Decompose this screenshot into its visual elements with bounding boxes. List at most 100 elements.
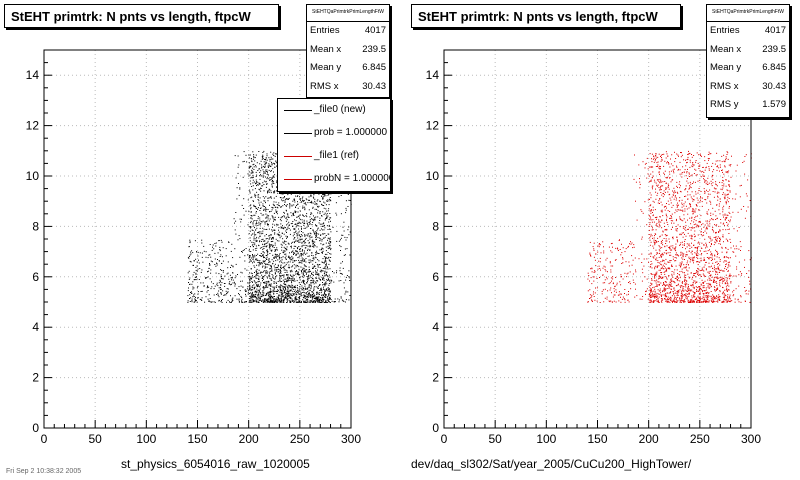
scatter-point [284,257,286,259]
scatter-point [305,253,307,255]
scatter-point [217,259,218,260]
scatter-point [676,230,678,232]
scatter-point [686,280,687,282]
scatter-point [312,239,314,241]
scatter-point [221,241,223,243]
scatter-point [654,181,656,183]
scatter-point [329,198,330,200]
scatter-point [264,200,266,202]
scatter-point [280,270,282,272]
scatter-point [272,215,274,217]
scatter-point [317,274,319,276]
scatter-point [650,264,652,266]
scatter-point [288,217,290,218]
scatter-point [648,234,650,235]
scatter-point [726,171,728,173]
scatter-point [689,181,691,183]
scatter-point [303,280,305,282]
scatter-point [275,255,277,257]
scatter-point [345,207,347,209]
scatter-point [673,288,675,290]
scatter-point [654,217,656,218]
scatter-point [675,158,677,159]
scatter-point [656,284,658,286]
scatter-point [690,196,692,198]
scatter-point [301,292,303,293]
scatter-point [340,239,341,241]
scatter-point [259,235,261,237]
scatter-point [660,185,662,187]
scatter-point [209,264,211,266]
scatter-point [676,191,678,193]
scatter-point [270,241,272,243]
scatter-point [262,157,264,159]
scatter-point [719,238,720,239]
scatter-point [325,273,327,275]
scatter-point [346,275,348,276]
scatter-point [230,267,231,268]
scatter-point [316,230,318,232]
scatter-point [289,302,291,303]
scatter-point [280,293,282,295]
scatter-point [242,250,244,251]
scatter-point [252,281,253,283]
scatter-point [293,264,295,266]
scatter-point [269,204,270,206]
scatter-point [303,297,305,299]
scatter-point [669,193,671,195]
scatter-point [303,221,305,223]
scatter-point [652,237,653,239]
scatter-point [722,171,723,173]
scatter-point [330,220,331,222]
scatter-point [252,171,254,173]
scatter-point [299,301,301,302]
scatter-point [311,296,313,298]
scatter-point [719,260,721,262]
scatter-point [256,258,258,260]
scatter-point [297,265,299,266]
scatter-point [284,278,286,280]
scatter-point [248,162,250,164]
scatter-point [705,166,707,168]
scatter-point [279,257,281,259]
scatter-point [297,292,299,293]
scatter-point [672,226,673,228]
scatter-point [219,288,221,290]
scatter-point [324,253,326,255]
scatter-point [687,273,689,275]
scatter-point [296,196,298,197]
scatter-point [641,268,643,270]
scatter-point [261,167,263,169]
scatter-point [313,218,315,220]
scatter-point [688,277,690,279]
scatter-point [313,244,315,246]
scatter-point [328,293,330,295]
scatter-point [277,290,279,292]
scatter-point [329,228,330,230]
scatter-point [587,290,589,292]
scatter-point [283,191,285,193]
scatter-point [272,246,274,248]
scatter-point [271,197,272,199]
scatter-point [665,240,667,242]
scatter-point [240,285,242,287]
scatter-point [329,193,331,195]
scatter-point [269,292,271,294]
scatter-point [632,247,634,249]
scatter-point [317,259,319,261]
scatter-point [275,201,277,203]
scatter-point [654,300,656,302]
scatter-point [281,216,283,218]
scatter-point [347,291,349,293]
scatter-point [255,274,257,276]
scatter-point [278,258,280,260]
scatter-point [262,158,264,160]
scatter-point [669,211,671,212]
scatter-point [271,183,273,185]
scatter-point [644,167,646,169]
scatter-point [632,259,634,261]
scatter-point [670,245,672,247]
scatter-point [266,178,268,180]
scatter-point [259,288,261,290]
scatter-point [327,248,329,250]
